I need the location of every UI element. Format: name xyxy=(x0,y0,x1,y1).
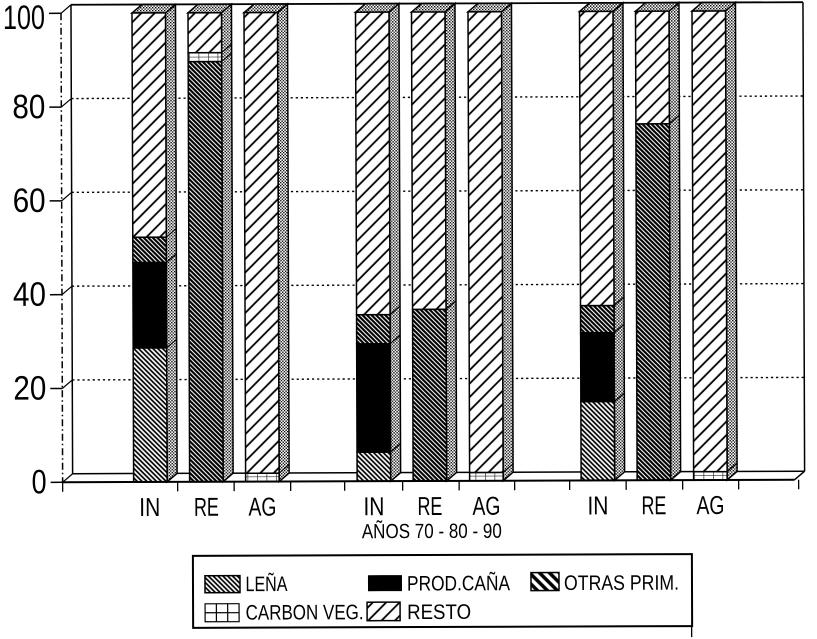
svg-text:IN: IN xyxy=(363,491,384,521)
svg-text:100: 100 xyxy=(3,0,45,37)
svg-text:0: 0 xyxy=(32,463,47,501)
svg-text:IN: IN xyxy=(139,492,160,522)
svg-text:AÑOS 70 - 80 - 90: AÑOS 70 - 80 - 90 xyxy=(362,520,502,543)
svg-text:RE: RE xyxy=(194,492,219,522)
svg-text:AG: AG xyxy=(248,492,276,522)
svg-text:OTRAS PRIM.: OTRAS PRIM. xyxy=(564,572,679,595)
svg-text:PROD.CAÑA: PROD.CAÑA xyxy=(407,571,510,595)
svg-text:RESTO: RESTO xyxy=(407,601,471,624)
svg-text:RE: RE xyxy=(641,490,666,520)
svg-text:AG: AG xyxy=(472,491,500,521)
svg-text:LEÑA: LEÑA xyxy=(245,572,287,596)
svg-text:40: 40 xyxy=(13,276,46,314)
svg-text:IN: IN xyxy=(587,490,608,520)
svg-text:80: 80 xyxy=(12,88,45,126)
svg-text:RE: RE xyxy=(417,491,442,521)
svg-text:60: 60 xyxy=(13,182,46,220)
svg-text:AG: AG xyxy=(696,490,724,520)
svg-text:CARBON VEG.: CARBON VEG. xyxy=(246,601,364,624)
svg-text:20: 20 xyxy=(13,370,46,408)
